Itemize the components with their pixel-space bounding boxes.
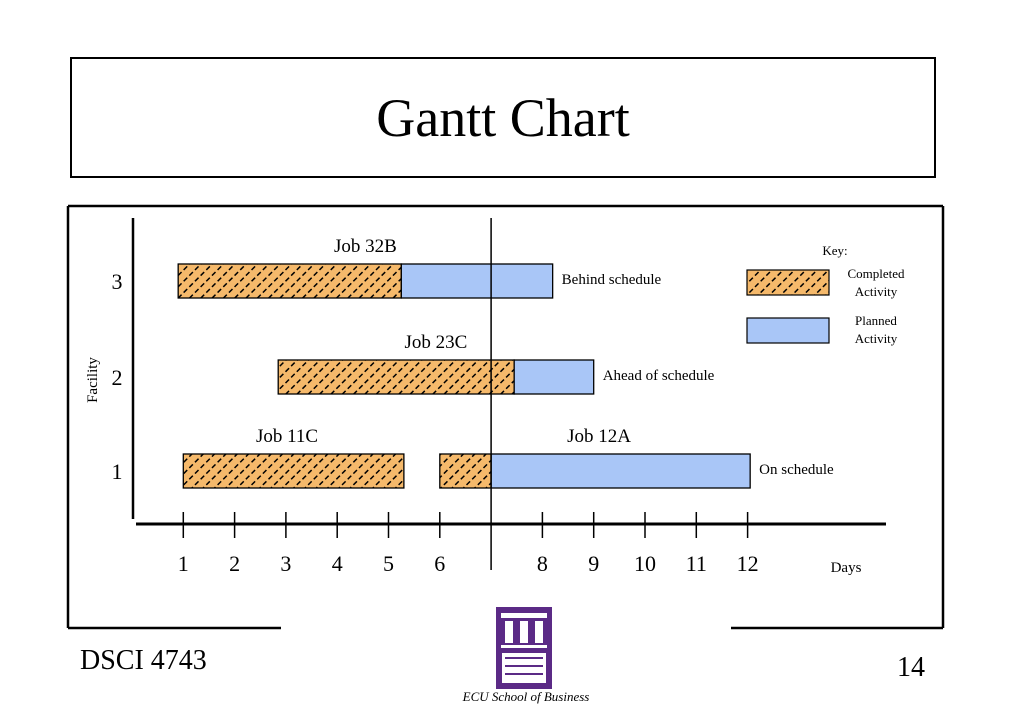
x-tick-label: 4 [332, 551, 343, 576]
y-tick-label: 3 [112, 269, 123, 294]
completed-bar [177, 263, 402, 299]
x-tick-label: 2 [229, 551, 240, 576]
status-label: Behind schedule [562, 272, 662, 288]
y-axis-label: Facility [85, 357, 101, 403]
job-bars [177, 263, 751, 489]
x-tick-labels: 1 2 3 4 5 6 8 9 10 11 12 [178, 551, 759, 576]
x-tick-label: 1 [178, 551, 189, 576]
x-tick-label: 6 [434, 551, 445, 576]
job-labels: Job 32B Job 23C Job 11C Job 12A [256, 236, 631, 447]
x-tick-label: 10 [634, 551, 656, 576]
y-tick-label: 1 [112, 459, 123, 484]
job-label: Job 12A [567, 426, 631, 447]
y-tick-label: 2 [112, 365, 123, 390]
y-tick-labels: 1 2 3 [112, 269, 123, 484]
x-tick-label: 11 [686, 551, 707, 576]
key-planned-label: Planned Activity [855, 313, 898, 346]
key-planned-swatch [746, 317, 830, 344]
planned-bar [400, 263, 554, 299]
x-tick-label: 9 [588, 551, 599, 576]
x-tick-label: 12 [737, 551, 759, 576]
course-code: DSCI 4743 [80, 645, 207, 676]
x-tick-label: 5 [383, 551, 394, 576]
university-logo [496, 607, 552, 689]
job-label: Job 23C [405, 332, 468, 353]
key-completed-label: Completed Activity [847, 266, 905, 299]
slide-title: Gantt Chart [376, 87, 630, 148]
x-ticks [182, 512, 749, 538]
page-number: 14 [897, 652, 925, 683]
job-label: Job 11C [256, 426, 318, 447]
school-name: ECU School of Business [462, 689, 590, 704]
x-tick-label: 8 [537, 551, 548, 576]
key-title: Key: [822, 243, 847, 258]
key-completed-swatch [746, 269, 830, 296]
status-label: Ahead of schedule [603, 368, 715, 384]
completed-bar [277, 359, 515, 395]
completed-bar [182, 453, 405, 489]
planned-bar [513, 359, 595, 395]
status-labels: Behind schedule Ahead of schedule On sched… [562, 272, 834, 478]
x-tick-label: 3 [280, 551, 291, 576]
key-legend: Key: Completed Activity Planned Activity [746, 243, 905, 346]
job-label: Job 32B [334, 236, 397, 257]
status-label: On schedule [759, 462, 834, 478]
completed-bar [439, 453, 492, 489]
x-axis-label: Days [831, 560, 862, 576]
planned-bar [490, 453, 751, 489]
chart-frame [66, 204, 945, 630]
title-box: Gantt Chart [70, 57, 936, 178]
